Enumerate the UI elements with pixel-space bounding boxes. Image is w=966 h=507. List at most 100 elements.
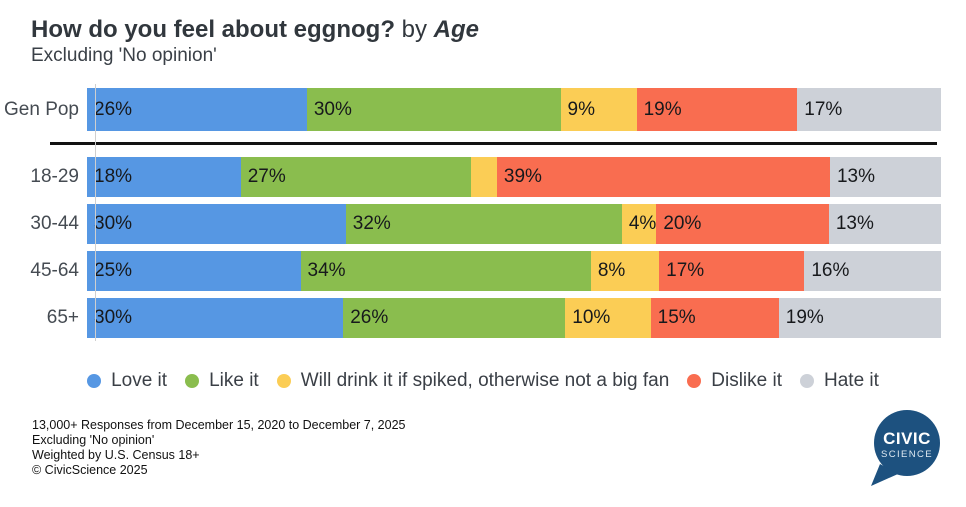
bar-segment-dislike-it: 39% (496, 157, 830, 197)
bar-segment-dislike-it: 19% (636, 88, 798, 131)
bar-segment-hate-it: 19% (778, 298, 942, 338)
segment-value-label: 4% (628, 213, 657, 234)
bar-row-18-29: 18-29 18% 27% 39% 13% (0, 157, 966, 197)
segment-value-label: 17% (804, 98, 843, 120)
footer-note-line: © CivicScience 2025 (32, 463, 148, 477)
legend-item-hate-it: Hate it (800, 370, 879, 392)
segment-value-label: 26% (94, 98, 133, 120)
y-axis-line (95, 84, 96, 341)
bar-segment-dislike-it: 20% (656, 204, 829, 244)
bar-segment-like-it: 26% (343, 298, 566, 338)
segment-value-label: 17% (666, 260, 705, 281)
footer-notes: 13,000+ Responses from December 15, 2020… (32, 418, 406, 478)
legend-item-dislike-it: Dislike it (687, 370, 782, 392)
bar-segment-love-it: 25% (87, 251, 301, 291)
logo-bubble-tail (871, 464, 898, 486)
bar-segment-like-it: 27% (240, 157, 472, 197)
segment-value-label: 32% (352, 213, 391, 234)
segment-value-label: 30% (313, 98, 352, 120)
segment-value-label: 20% (663, 213, 702, 234)
segment-value-label: 19% (785, 307, 824, 328)
segment-value-label: 16% (811, 260, 850, 281)
bar-segment-hate-it: 16% (804, 251, 941, 291)
bar-segment-hate-it: 17% (797, 88, 941, 131)
bar-segment-will-drink-it-if-spiked-otherwise-not-a-big-fan: 9% (560, 88, 637, 131)
bar-segment-like-it: 32% (345, 204, 622, 244)
segment-value-label: 25% (94, 260, 133, 281)
row-label: 30-44 (30, 213, 79, 234)
bar-segment-love-it: 26% (87, 88, 307, 131)
stacked-bar: 30% 26% 10% 15% 19% (87, 298, 942, 338)
chart-title: How do you feel about eggnog? by Age (31, 16, 966, 44)
bar-segment-will-drink-it-if-spiked-otherwise-not-a-big-fan: 10% (565, 298, 651, 338)
bar-segment-hate-it: 13% (829, 157, 941, 197)
row-label: 65+ (46, 307, 79, 328)
footer-note-line: 13,000+ Responses from December 15, 2020… (32, 418, 406, 432)
genpop-separator-line (50, 142, 937, 145)
chart-title-breakout: Age (433, 16, 480, 43)
segment-value-label: 10% (572, 307, 611, 328)
stacked-bar: 30% 32% 4% 20% 13% (87, 204, 941, 244)
row-label: 45-64 (30, 260, 79, 281)
bar-segment-love-it: 30% (87, 204, 346, 244)
legend-item-will-drink-it-if-spiked-otherwise-not-a-big-fan: Will drink it if spiked, otherwise not a… (276, 370, 670, 392)
logo-text-bottom: SCIENCE (881, 449, 933, 460)
bar-segment-dislike-it: 17% (659, 251, 805, 291)
segment-value-label: 8% (597, 260, 626, 281)
bar-row-65: 65+ 30% 26% 10% 15% 19% (0, 298, 966, 338)
segment-value-label: 34% (307, 260, 346, 281)
segment-value-label: 26% (350, 307, 389, 328)
legend: Love it Like it Will drink it if spiked, o… (0, 370, 966, 392)
segment-value-label: 27% (247, 166, 286, 187)
legend-dot (185, 374, 200, 388)
legend-label: Hate it (824, 370, 879, 391)
bar-segment-will-drink-it-if-spiked-otherwise-not-a-big-fan: 4% (621, 204, 657, 244)
bar-segment-love-it: 30% (87, 298, 344, 338)
genpop-section: Gen Pop 26% 30% 9% 19% 17% (0, 88, 966, 131)
legend-label: Love it (111, 370, 168, 391)
chart-title-question: How do you feel about eggnog? (31, 16, 395, 43)
stacked-bar: 26% 30% 9% 19% 17% (87, 88, 941, 131)
legend-label: Like it (209, 370, 259, 391)
legend-label: Dislike it (711, 370, 782, 391)
chart-subtitle: Excluding 'No opinion' (31, 45, 217, 66)
bar-segment-dislike-it: 15% (650, 298, 779, 338)
bar-segment-will-drink-it-if-spiked-otherwise-not-a-big-fan (471, 157, 497, 197)
bar-segment-hate-it: 13% (828, 204, 941, 244)
legend-dot (87, 374, 102, 388)
segment-value-label: 18% (94, 166, 133, 187)
legend-label: Will drink it if spiked, otherwise not a… (300, 370, 670, 391)
stacked-bar: 18% 27% 39% 13% (87, 157, 941, 197)
bar-segment-love-it: 18% (87, 157, 241, 197)
bar-row-45-64: 45-64 25% 34% 8% 17% 16% (0, 251, 966, 291)
segment-value-label: 13% (835, 213, 874, 234)
row-label: Gen Pop (4, 98, 79, 120)
row-label: 18-29 (30, 166, 79, 187)
stacked-bar: 25% 34% 8% 17% 16% (87, 251, 941, 291)
bar-segment-like-it: 34% (300, 251, 591, 291)
logo-bubble-circle (874, 410, 940, 476)
logo-text-top: CIVIC (883, 429, 931, 448)
legend-dot (800, 374, 814, 388)
bar-segment-will-drink-it-if-spiked-otherwise-not-a-big-fan: 8% (590, 251, 660, 291)
legend-item-love-it: Love it (87, 370, 167, 392)
segment-value-label: 39% (503, 166, 542, 187)
legend-dot (276, 374, 291, 388)
bar-row-gen-pop: Gen Pop 26% 30% 9% 19% 17% (0, 88, 966, 131)
segment-value-label: 13% (836, 166, 876, 187)
legend-dot (687, 374, 702, 388)
segment-value-label: 30% (94, 213, 133, 234)
footer-note-line: Excluding 'No opinion' (32, 433, 155, 447)
legend-item-like-it: Like it (185, 370, 259, 392)
segment-value-label: 30% (94, 307, 133, 328)
segment-value-label: 19% (643, 98, 682, 120)
stacked-bar-chart: Gen Pop 26% 30% 9% 19% 17% 18-29 18% 27% 39% 13% 3… (0, 84, 966, 341)
bar-row-30-44: 30-44 30% 32% 4% 20% 13% (0, 204, 966, 244)
civicscience-logo: CIVIC SCIENCE (871, 410, 940, 486)
age-groups-section: 18-29 18% 27% 39% 13% 30-44 30% 32% 4% 20% 13% 45-6… (0, 157, 966, 338)
chart-title-connector: by (394, 16, 434, 43)
footer-note-line: Weighted by U.S. Census 18+ (32, 448, 200, 462)
segment-value-label: 15% (657, 307, 696, 328)
bar-segment-like-it: 30% (306, 88, 561, 131)
